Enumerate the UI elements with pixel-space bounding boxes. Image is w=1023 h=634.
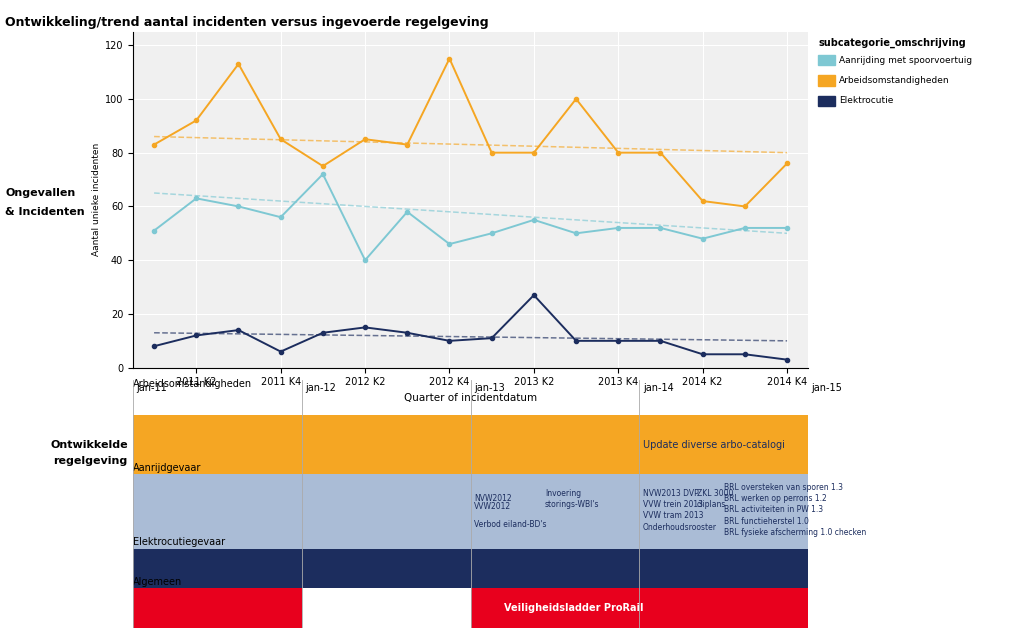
Text: Elektrocutie: Elektrocutie (839, 96, 893, 105)
Bar (133, 548, 808, 588)
Text: NVW2013 DVP: NVW2013 DVP (642, 489, 699, 498)
Text: Update diverse arbo-catalogi: Update diverse arbo-catalogi (642, 440, 785, 450)
Text: Ontwikkeling/trend aantal incidenten versus ingevoerde regelgeving: Ontwikkeling/trend aantal incidenten ver… (5, 16, 489, 29)
X-axis label: Quarter of incidentdatum: Quarter of incidentdatum (404, 393, 537, 403)
Text: VVW trein 2013: VVW trein 2013 (642, 500, 703, 509)
Text: Arbeidsomstandigheden: Arbeidsomstandigheden (839, 76, 949, 85)
Text: jan-14: jan-14 (642, 383, 673, 393)
Text: Invoering
storings-WBI's: Invoering storings-WBI's (545, 489, 599, 508)
Text: Ontwikkelde: Ontwikkelde (50, 440, 128, 450)
Text: jan-13: jan-13 (474, 383, 504, 393)
Y-axis label: Aantal unieke incidenten: Aantal unieke incidenten (92, 143, 100, 256)
Text: ZKL 3000
cliplans: ZKL 3000 cliplans (697, 489, 733, 508)
Text: BRL werken op perrons 1.2: BRL werken op perrons 1.2 (724, 495, 827, 503)
Bar (133, 415, 808, 474)
Text: VVW2012: VVW2012 (474, 502, 512, 511)
Text: Onderhoudsrooster: Onderhoudsrooster (642, 523, 717, 533)
Text: Verbod eiland-BD's: Verbod eiland-BD's (474, 521, 546, 529)
Text: regelgeving: regelgeving (53, 456, 128, 465)
Text: Aanrijdgevaar: Aanrijdgevaar (133, 463, 202, 473)
Bar (471, 588, 808, 628)
Text: BRL fysieke afscherming 1.0 checken: BRL fysieke afscherming 1.0 checken (724, 527, 866, 537)
Text: jan-12: jan-12 (305, 383, 336, 393)
Text: Ongevallen: Ongevallen (5, 188, 76, 198)
Text: NVW2012: NVW2012 (474, 494, 512, 503)
Text: subcategorie_omschrijving: subcategorie_omschrijving (818, 38, 966, 48)
Text: Elektrocutiegevaar: Elektrocutiegevaar (133, 537, 225, 547)
Bar (133, 588, 302, 628)
Bar (133, 474, 808, 548)
Text: & Incidenten: & Incidenten (5, 207, 85, 217)
Text: BRL functieherstel 1.0: BRL functieherstel 1.0 (724, 517, 808, 526)
Text: BRL oversteken van sporen 1.3: BRL oversteken van sporen 1.3 (724, 483, 843, 492)
Text: Aanrijding met spoorvoertuig: Aanrijding met spoorvoertuig (839, 56, 972, 65)
Text: BRL activiteiten in PW 1.3: BRL activiteiten in PW 1.3 (724, 505, 822, 514)
Text: VVW tram 2013: VVW tram 2013 (642, 510, 703, 520)
Text: Algemeen: Algemeen (133, 577, 182, 587)
Text: jan-11: jan-11 (136, 383, 167, 393)
Text: Veiligheidsladder ProRail: Veiligheidsladder ProRail (504, 603, 643, 613)
Text: Arbeidsomstandigheden: Arbeidsomstandigheden (133, 379, 252, 389)
Text: jan-15: jan-15 (811, 383, 842, 393)
